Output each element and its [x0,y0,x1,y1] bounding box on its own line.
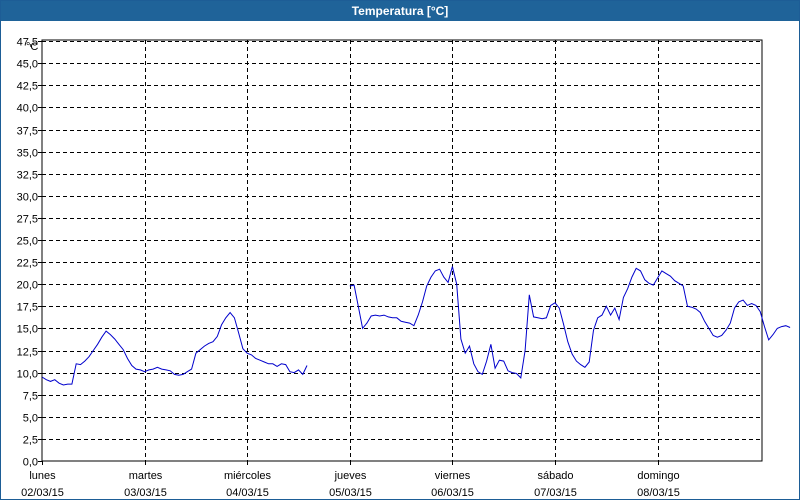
x-tick-day-label: viernes [435,470,471,482]
y-tick-label: 10,0 [17,369,38,381]
chart-title: Temperatura [°C] [1,1,799,21]
y-tick-label: 30,0 [17,192,38,204]
y-tick-label: 15,0 [17,324,38,336]
y-tick-label: 40,0 [17,103,38,115]
x-tick-day-label: jueves [334,470,367,482]
x-tick-date-label: 02/03/15 [21,487,64,499]
x-tick-date-label: 03/03/15 [124,487,167,499]
temperature-line-segment [349,266,791,379]
x-tick-day-label: miércoles [224,470,272,482]
plot-area [41,39,763,462]
x-tick-day-label: domingo [637,470,679,482]
x-tick-date-label: 05/03/15 [329,487,372,499]
x-tick-date-label: 07/03/15 [534,487,577,499]
y-tick-label: 42,5 [17,81,38,93]
y-axis-ticks: 0,0 2,5 5,0 7,5 10,0 12,5 15,0 17,5 20,0 22,5 25,0… [17,37,42,469]
y-tick-label: 32,5 [17,170,38,182]
temperature-series [41,266,791,386]
temperature-line-segment [41,311,308,386]
y-tick-label: 0,0 [23,457,38,469]
x-tick-day-label: sábado [537,470,573,482]
y-tick-label: 7,5 [23,391,38,403]
x-axis-ticks: lunes 02/03/15 martes 03/03/15 miércoles 04/0… [21,461,680,499]
y-axis-unit-label: °C [26,41,38,53]
y-tick-label: 47,5 [17,37,38,49]
y-tick-label: 12,5 [17,347,38,359]
x-tick-day-label: lunes [29,470,56,482]
temperature-chart: 0,0 2,5 5,0 7,5 10,0 12,5 15,0 17,5 20,0 22,5 25,0… [17,37,791,499]
y-tick-label: 20,0 [17,280,38,292]
x-tick-date-label: 08/03/15 [637,487,680,499]
y-tick-label: 37,5 [17,126,38,138]
y-tick-label: 22,5 [17,258,38,270]
y-tick-label: 45,0 [17,59,38,71]
y-tick-label: 17,5 [17,302,38,314]
x-tick-date-label: 06/03/15 [431,487,474,499]
x-tick-day-label: martes [129,470,163,482]
grid-lines [42,40,762,461]
y-tick-label: 27,5 [17,214,38,226]
x-tick-date-label: 04/03/15 [226,487,269,499]
y-tick-label: 2,5 [23,435,38,447]
y-tick-label: 35,0 [17,148,38,160]
y-tick-label: 25,0 [17,236,38,248]
y-tick-label: 5,0 [23,413,38,425]
